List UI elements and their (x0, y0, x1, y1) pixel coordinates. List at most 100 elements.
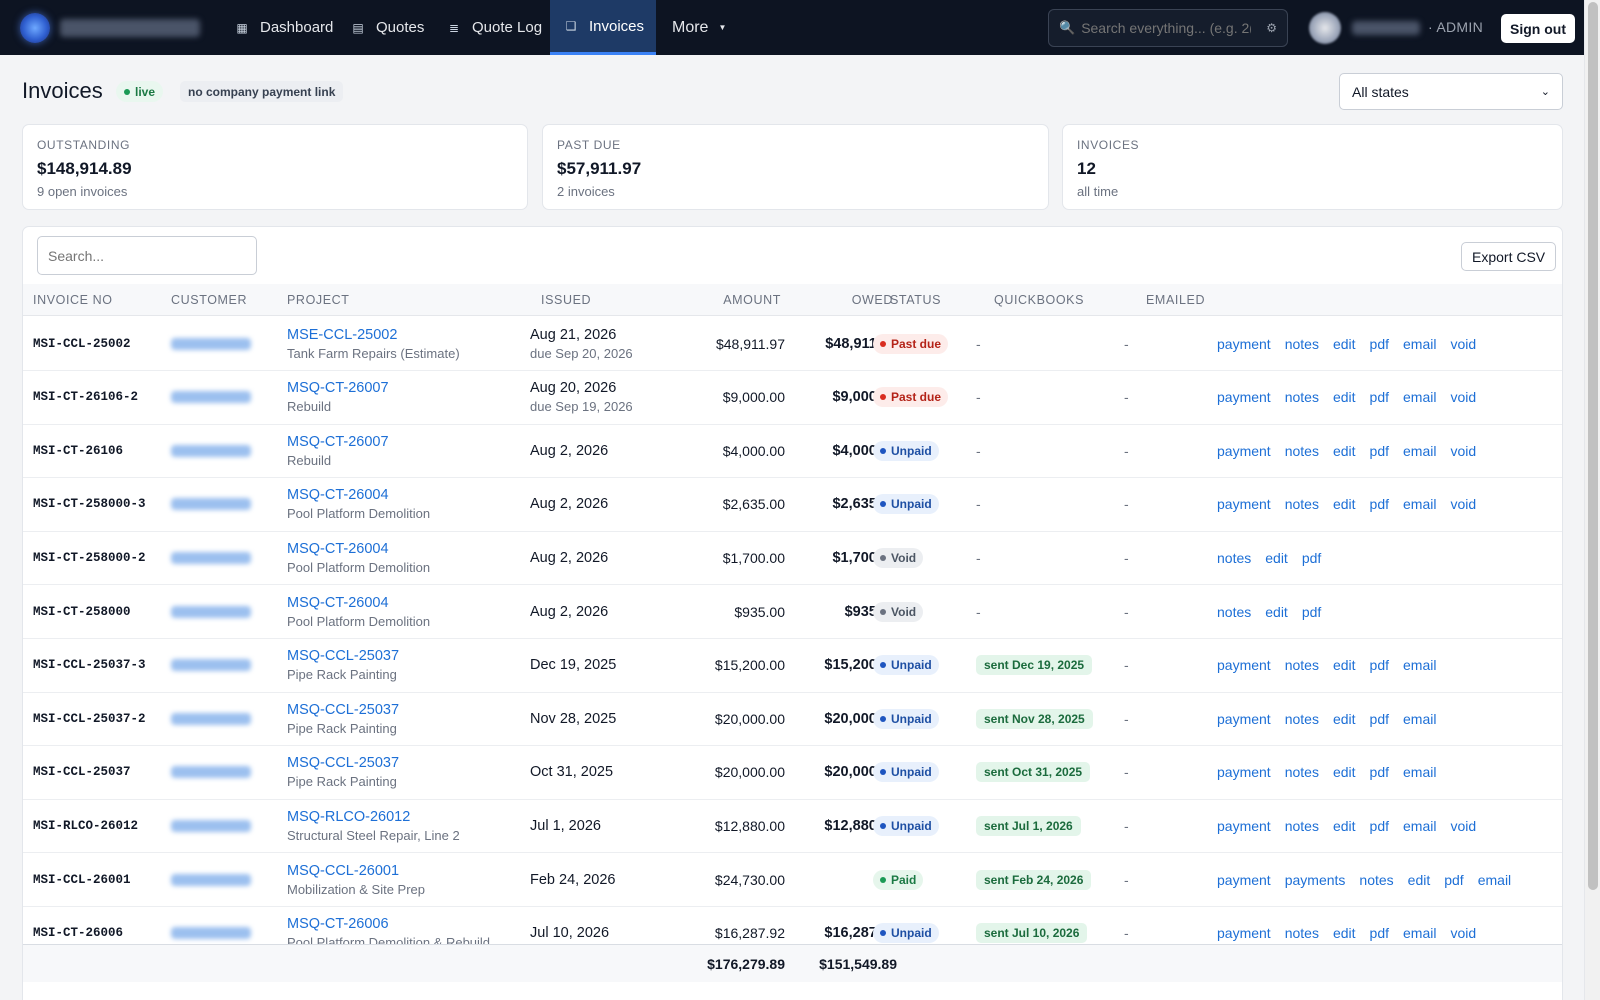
customer-name-redacted[interactable] (171, 337, 251, 350)
action-notes-link[interactable]: notes (1359, 871, 1394, 888)
col-owed[interactable]: OWED (851, 293, 893, 307)
action-payment-link[interactable]: payment (1217, 710, 1271, 727)
action-edit-link[interactable]: edit (1332, 657, 1356, 674)
customer-name-redacted[interactable] (171, 819, 251, 832)
sign-out-button[interactable]: Sign out (1501, 14, 1575, 43)
action-payment-link[interactable]: payment (1217, 389, 1271, 406)
company-logo[interactable] (20, 13, 50, 43)
nav-quote-log[interactable]: ≣ Quote Log (448, 0, 542, 55)
action-notes-link[interactable]: notes (1284, 764, 1319, 781)
action-edit-link[interactable]: edit (1332, 389, 1356, 406)
action-payment-link[interactable]: payment (1217, 764, 1271, 781)
action-pdf-link[interactable]: pdf (1369, 657, 1389, 674)
action-notes-link[interactable]: notes (1284, 925, 1319, 942)
action-edit-link[interactable]: edit (1265, 549, 1288, 566)
project-link[interactable]: MSQ-CCL-26001 (287, 862, 400, 879)
page-scrollbar[interactable] (1584, 0, 1600, 1000)
action-void-link[interactable]: void (1450, 817, 1477, 834)
action-notes-link[interactable]: notes (1284, 817, 1319, 834)
action-void-link[interactable]: void (1450, 335, 1477, 352)
action-notes-link[interactable]: notes (1284, 657, 1319, 674)
action-email-link[interactable]: email (1403, 764, 1437, 781)
scrollbar-thumb[interactable] (1588, 2, 1598, 890)
action-notes-link[interactable]: notes (1284, 389, 1319, 406)
action-edit-link[interactable]: edit (1332, 335, 1356, 352)
action-email-link[interactable]: email (1403, 710, 1437, 727)
project-link[interactable]: MSQ-CT-26006 (287, 916, 389, 933)
action-email-link[interactable]: email (1403, 817, 1437, 834)
action-email-link[interactable]: email (1403, 657, 1437, 674)
action-notes-link[interactable]: notes (1284, 442, 1319, 459)
project-link[interactable]: MSQ-CT-26004 (287, 594, 389, 611)
action-notes-link[interactable]: notes (1217, 549, 1252, 566)
action-edit-link[interactable]: edit (1332, 710, 1356, 727)
action-edit-link[interactable]: edit (1332, 817, 1356, 834)
action-email-link[interactable]: email (1403, 442, 1437, 459)
action-void-link[interactable]: void (1450, 496, 1477, 513)
col-status[interactable]: STATUS (890, 293, 942, 307)
action-edit-link[interactable]: edit (1332, 764, 1356, 781)
project-link[interactable]: MSQ-CT-26004 (287, 487, 389, 504)
col-issued[interactable]: ISSUED (541, 293, 592, 307)
action-notes-link[interactable]: notes (1284, 710, 1319, 727)
gear-icon[interactable]: ⚙ (1266, 21, 1277, 35)
col-customer[interactable]: CUSTOMER (171, 293, 248, 307)
action-email-link[interactable]: email (1403, 389, 1437, 406)
action-email-link[interactable]: email (1403, 335, 1437, 352)
action-notes-link[interactable]: notes (1217, 603, 1252, 620)
project-link[interactable]: MSQ-CT-26007 (287, 433, 389, 450)
action-payment-link[interactable]: payment (1217, 335, 1271, 352)
customer-name-redacted[interactable] (171, 659, 251, 672)
table-search-input[interactable] (37, 236, 257, 275)
action-email-link[interactable]: email (1403, 496, 1437, 513)
avatar[interactable] (1309, 12, 1341, 44)
action-void-link[interactable]: void (1450, 442, 1477, 459)
nav-more-menu[interactable]: More ▼ (672, 0, 726, 55)
action-payment-link[interactable]: payment (1217, 442, 1271, 459)
action-notes-link[interactable]: notes (1284, 496, 1319, 513)
col-emailed[interactable]: EMAILED (1146, 293, 1206, 307)
action-pdf-link[interactable]: pdf (1369, 764, 1389, 781)
action-pdf-link[interactable]: pdf (1301, 603, 1322, 620)
action-edit-link[interactable]: edit (1332, 925, 1356, 942)
action-pdf-link[interactable]: pdf (1369, 335, 1389, 352)
action-payment-link[interactable]: payment (1217, 925, 1271, 942)
col-project[interactable]: PROJECT (287, 293, 350, 307)
action-void-link[interactable]: void (1450, 925, 1477, 942)
project-link[interactable]: MSQ-CCL-25037 (287, 755, 400, 772)
action-notes-link[interactable]: notes (1284, 335, 1319, 352)
action-payment-link[interactable]: payment (1217, 496, 1271, 513)
export-csv-button[interactable]: Export CSV (1461, 242, 1557, 271)
action-edit-link[interactable]: edit (1407, 871, 1431, 888)
action-edit-link[interactable]: edit (1332, 496, 1356, 513)
col-amount[interactable]: AMOUNT (723, 293, 781, 307)
project-link[interactable]: MSQ-CCL-25037 (287, 648, 400, 665)
col-quickbooks[interactable]: QUICKBOOKS (994, 293, 1085, 307)
action-pdf-link[interactable]: pdf (1301, 549, 1322, 566)
customer-name-redacted[interactable] (171, 927, 251, 940)
col-invoice-no[interactable]: INVOICE NO (33, 293, 113, 307)
action-pdf-link[interactable]: pdf (1369, 496, 1389, 513)
customer-name-redacted[interactable] (171, 766, 251, 779)
customer-name-redacted[interactable] (171, 498, 251, 511)
action-pdf-link[interactable]: pdf (1369, 710, 1389, 727)
nav-quotes[interactable]: ▤ Quotes (352, 0, 424, 55)
customer-name-redacted[interactable] (171, 873, 251, 886)
action-payment-link[interactable]: payment (1217, 817, 1271, 834)
global-search-input[interactable] (1081, 20, 1252, 36)
global-search[interactable]: 🔍 ⚙ (1048, 9, 1288, 47)
project-link[interactable]: MSQ-CT-26007 (287, 380, 389, 397)
project-link[interactable]: MSQ-RLCO-26012 (287, 808, 411, 825)
customer-name-redacted[interactable] (171, 444, 251, 457)
action-edit-link[interactable]: edit (1265, 603, 1288, 620)
project-link[interactable]: MSQ-CT-26004 (287, 540, 389, 557)
action-pdf-link[interactable]: pdf (1369, 389, 1389, 406)
project-link[interactable]: MSQ-CCL-25037 (287, 701, 400, 718)
nav-dashboard[interactable]: ▦ Dashboard (236, 0, 333, 55)
action-payment-link[interactable]: payment (1217, 871, 1271, 888)
customer-name-redacted[interactable] (171, 551, 251, 564)
action-email-link[interactable]: email (1477, 871, 1512, 888)
nav-invoices[interactable]: ❑ Invoices (550, 0, 657, 55)
action-pdf-link[interactable]: pdf (1369, 817, 1389, 834)
action-pdf-link[interactable]: pdf (1444, 871, 1464, 888)
